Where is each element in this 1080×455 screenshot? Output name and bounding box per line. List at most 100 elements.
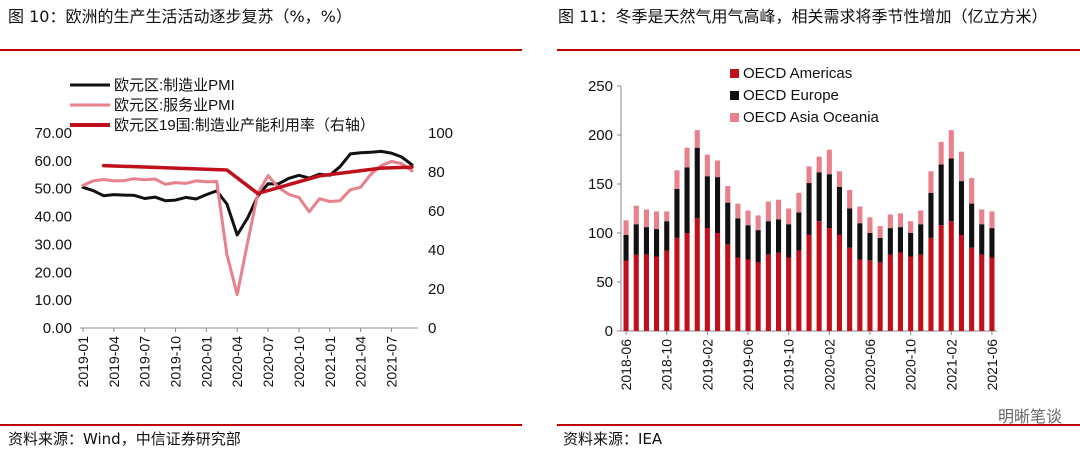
- bar-segment-2: [897, 227, 903, 253]
- right-y-tick-label: 20: [428, 281, 445, 298]
- bar-segment-3: [867, 217, 873, 233]
- bar-segment-1: [755, 262, 761, 331]
- x-tick-label: 2021-06: [984, 339, 1000, 391]
- bar-segment-2: [867, 233, 873, 261]
- bar-segment-1: [847, 247, 853, 331]
- left-source-divider: [0, 424, 522, 426]
- left-line-chart: 0.00 10.00 20.00 30.00 40.00 50.00 60.00 70.00 0…: [34, 77, 453, 388]
- left-y-tick-label: 30.00: [34, 236, 72, 253]
- x-tick-label: 2019-06: [740, 339, 756, 391]
- bar-segment-3: [684, 147, 690, 168]
- bar-segment-1: [623, 260, 629, 331]
- bar-segment-3: [623, 220, 629, 235]
- bar-segment-3: [715, 160, 721, 178]
- bar-segment-3: [806, 166, 812, 184]
- y-tick-label: 100: [588, 225, 613, 242]
- bar-segment-3: [796, 192, 802, 213]
- bar-segment-2: [969, 203, 975, 248]
- bar-segment-1: [877, 262, 883, 331]
- bar-segment-2: [633, 224, 639, 255]
- bar-segment-2: [755, 230, 761, 263]
- left-y-tick-label: 0.00: [43, 320, 72, 337]
- bar-segment-2: [796, 212, 802, 251]
- legend-label: 欧元区:服务业PMI: [114, 97, 235, 114]
- bar-segment-3: [989, 211, 995, 229]
- bar-segment-3: [897, 213, 903, 228]
- bar-segment-1: [765, 254, 771, 331]
- bar-segment-1: [633, 254, 639, 331]
- right-source-note: 资料来源：IEA: [563, 430, 663, 448]
- left-source-note: 资料来源：Wind，中信证券研究部: [8, 430, 241, 448]
- bar-segment-3: [938, 141, 944, 165]
- bar-segment-2: [654, 229, 660, 257]
- bar-segment-3: [694, 130, 700, 148]
- bar-segment-2: [776, 219, 782, 253]
- bar-segment-1: [948, 221, 954, 331]
- bar-segment-2: [745, 225, 751, 260]
- x-tick-label: 2021-02: [943, 339, 959, 391]
- bar-segment-1: [745, 259, 751, 331]
- bar-segment-1: [897, 252, 903, 331]
- right-chart-title: 图 11：冬季是天然气用气高峰，相关需求将季节性增加（亿立方米）: [558, 7, 1048, 26]
- bar-segment-1: [836, 235, 842, 331]
- legend-label: OECD Asia Oceania: [743, 109, 880, 126]
- bar-segment-1: [806, 235, 812, 331]
- bar-segment-3: [948, 130, 954, 159]
- bar-segment-1: [664, 250, 670, 331]
- bar-segment-3: [735, 203, 741, 219]
- left-y-tick-label: 60.00: [34, 153, 72, 170]
- bar-segment-3: [877, 226, 883, 238]
- bar-segment-3: [786, 208, 792, 225]
- bar-segment-3: [654, 211, 660, 229]
- x-tick-label: 2021-07: [383, 336, 399, 388]
- y-tick-label: 150: [588, 176, 613, 193]
- bar-segment-2: [643, 227, 649, 255]
- bar-segment-1: [704, 228, 710, 331]
- legend-swatch: [730, 91, 739, 100]
- left-chart-title: 图 10：欧洲的生产生活活动逐步复苏（%，%）: [8, 7, 352, 26]
- bar-segment-3: [765, 201, 771, 222]
- bar-segment-1: [735, 257, 741, 331]
- watermark-text: 明晰笔谈: [997, 407, 1062, 426]
- bar-segment-1: [725, 244, 731, 331]
- bar-segment-2: [938, 164, 944, 226]
- y-tick-label: 50: [596, 274, 613, 291]
- bar-segment-2: [948, 158, 954, 222]
- bar-segment-2: [806, 183, 812, 235]
- bar-segment-3: [918, 210, 924, 225]
- bar-segment-3: [887, 214, 893, 229]
- right-bar-chart: 0 50 100 150 200 250 2018-06 2018-10 2019-02 2019…: [588, 65, 1000, 391]
- bar-segment-2: [735, 218, 741, 258]
- bar-segment-2: [928, 192, 934, 238]
- bar-segment-1: [776, 252, 782, 331]
- bar-segment-2: [836, 186, 842, 235]
- bar-segment-2: [989, 228, 995, 258]
- bar-segment-2: [664, 221, 670, 251]
- bar-segment-1: [816, 221, 822, 331]
- bar-segment-3: [836, 171, 842, 187]
- x-tick-label: 2019-02: [699, 339, 715, 391]
- x-tick-label: 2019-10: [781, 339, 797, 391]
- bar-segment-1: [796, 250, 802, 331]
- bar-segment-2: [958, 181, 964, 235]
- y-tick-label: 250: [588, 78, 613, 95]
- bar-segment-1: [918, 254, 924, 331]
- legend-label: 欧元区:制造业PMI: [114, 77, 235, 94]
- left-y-tick-label: 70.00: [34, 125, 72, 142]
- bar-segment-2: [715, 177, 721, 233]
- bar-segment-1: [887, 254, 893, 331]
- bar-segment-1: [969, 247, 975, 331]
- bar-segment-1: [908, 256, 914, 331]
- x-tick-label: 2018-06: [618, 339, 634, 391]
- bar-segment-3: [847, 189, 853, 209]
- bar-segment-2: [857, 223, 863, 260]
- bar-segment-2: [765, 221, 771, 255]
- bar-segment-3: [928, 171, 934, 193]
- bar-segment-2: [786, 224, 792, 258]
- right-y-tick-label: 40: [428, 242, 445, 259]
- y-tick-label: 0: [605, 323, 613, 340]
- left-y-tick-label: 50.00: [34, 181, 72, 198]
- bar-segment-2: [918, 224, 924, 255]
- bar-segment-2: [847, 208, 853, 248]
- x-tick-label: 2020-02: [821, 339, 837, 391]
